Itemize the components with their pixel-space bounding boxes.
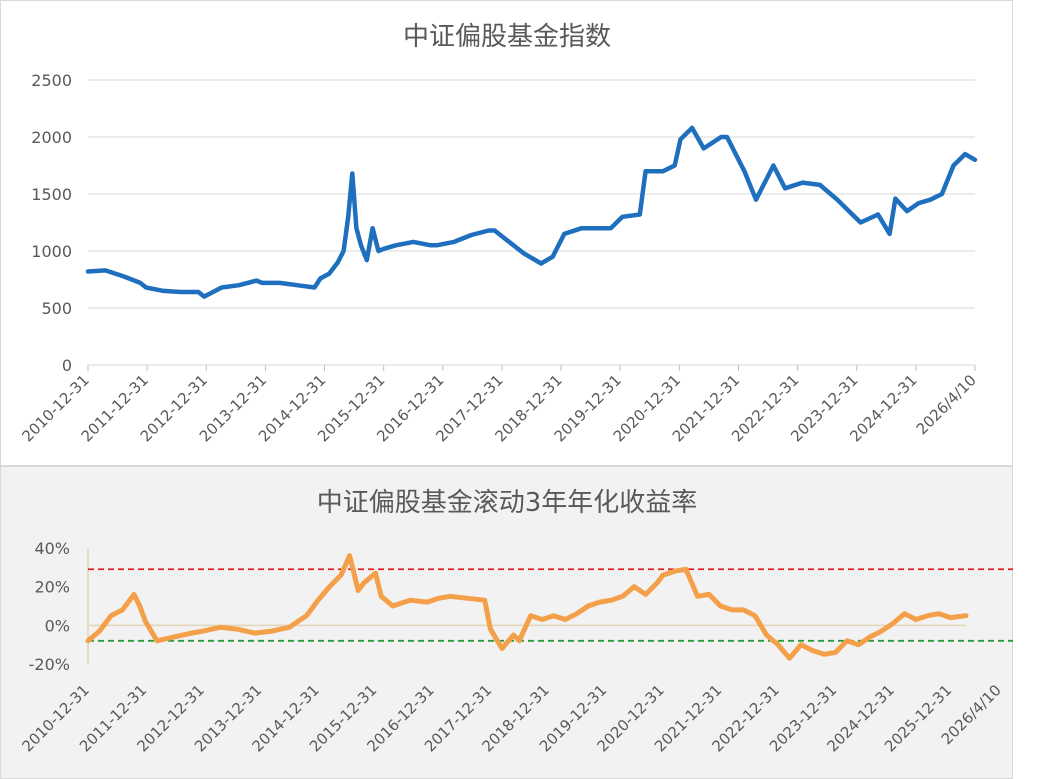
chart1-series (85, 125, 978, 299)
chart1-background (0, 0, 1013, 466)
chart1-y-tick-label: 500 (41, 299, 72, 318)
chart1-title: 中证偏股基金指数 (403, 22, 611, 52)
chart2-y-tick-label: 40% (34, 539, 70, 558)
chart1-y-axis: 0 500 1000 1500 2000 2500 (31, 71, 72, 375)
chart2-y-tick-label: -20% (29, 655, 70, 674)
chart1-series-line (85, 125, 978, 299)
chart1-y-tick-label: 1000 (31, 242, 72, 261)
chart1-y-tick-label: 1500 (31, 185, 72, 204)
chart2-y-tick-label: 0% (45, 616, 70, 635)
chart2-title: 中证偏股基金滚动3年年化收益率 (317, 488, 698, 518)
rolling-return-chart: 中证偏股基金滚动3年年化收益率 -20%0%20%40% 2010-12-312… (0, 466, 1013, 779)
chart1-y-tick-label: 2000 (31, 128, 72, 147)
chart2-background (0, 466, 1013, 779)
chart2-series (85, 553, 969, 661)
chart1-gridlines (88, 79, 975, 366)
chart1-y-tick-label: 2500 (31, 71, 72, 90)
chart1-y-tick-label: 0 (62, 356, 72, 375)
chart2-y-tick-label: 20% (34, 578, 70, 597)
chart2-series-line (85, 553, 969, 661)
chart2-reference-lines (88, 568, 1013, 642)
chart2-y-axis: -20% 0% 20% 40% (29, 539, 70, 674)
